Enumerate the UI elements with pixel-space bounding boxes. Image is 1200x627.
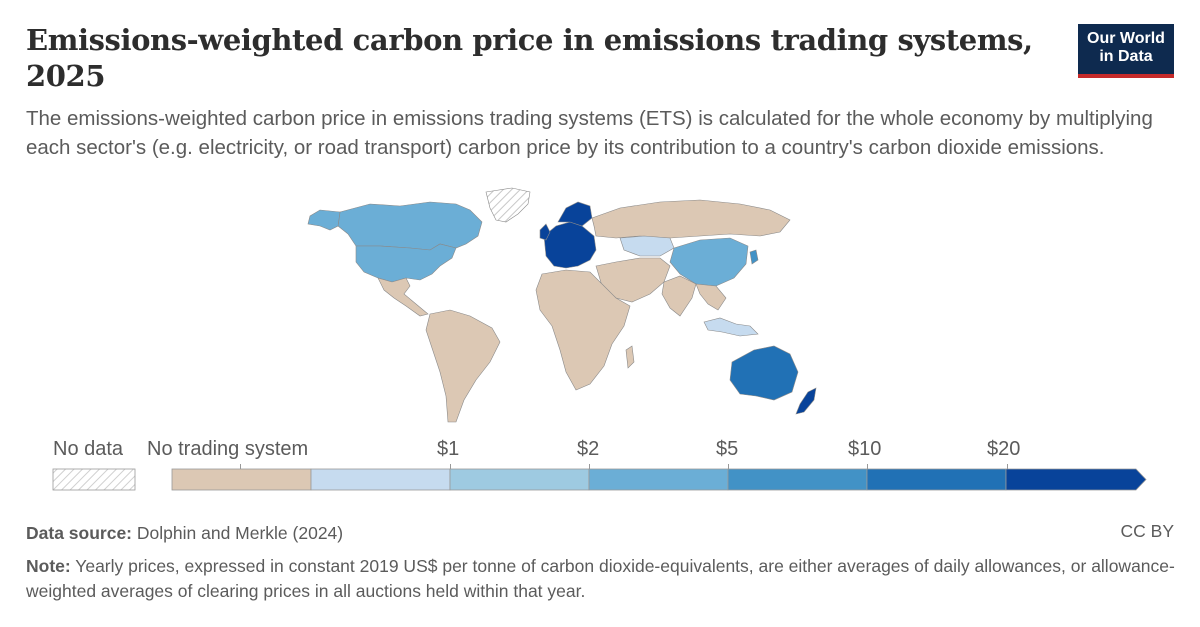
country-china[interactable] [669, 237, 749, 287]
country-india[interactable] [661, 275, 697, 317]
legend-swatch-bin-1 [449, 468, 590, 491]
data-source-line: Data source: Dolphin and Merkle (2024) [26, 521, 1176, 546]
legend-swatch-no-trading [171, 468, 312, 491]
legend-threshold-4: $10 [848, 438, 882, 460]
chart-subtitle: The emissions-weighted carbon price in e… [26, 107, 1153, 159]
country-eu[interactable] [543, 221, 597, 269]
license-label[interactable]: CC BY [1120, 521, 1174, 541]
legend-threshold-3: $5 [716, 438, 739, 460]
country-se-asia[interactable] [695, 283, 727, 311]
world-map-svg [307, 187, 817, 423]
legend-swatch-bin-2 [588, 468, 729, 491]
chart-title: Emissions-weighted carbon price in emiss… [26, 23, 1033, 93]
legend-bar [52, 468, 1147, 491]
country-korea[interactable] [749, 249, 759, 265]
country-scandinavia[interactable] [557, 201, 593, 227]
logo-line-2: in Data [1099, 48, 1153, 65]
source-label: Data source: [26, 523, 133, 543]
country-uk[interactable] [539, 223, 551, 241]
legend-no-trading-label: No trading system [147, 438, 309, 460]
country-kazakhstan[interactable] [619, 235, 675, 257]
owid-logo[interactable]: Our World in Data [1078, 24, 1174, 78]
logo-line-1: Our World [1087, 30, 1165, 47]
country-new-zealand[interactable] [795, 387, 817, 415]
legend-swatch-bin-5 [1005, 468, 1147, 491]
country-south-america[interactable] [425, 309, 501, 423]
legend-swatch-bin-4 [866, 468, 1007, 491]
note-text: Yearly prices, expressed in constant 201… [26, 556, 1175, 601]
country-usa[interactable] [355, 243, 457, 283]
legend-no-data-label: No data [53, 438, 124, 460]
world-map [260, 186, 850, 426]
country-madagascar[interactable] [625, 345, 635, 369]
legend-swatch-bin-0 [310, 468, 451, 491]
source-text[interactable]: Dolphin and Merkle (2024) [136, 523, 344, 543]
legend-swatch-no-data [52, 468, 136, 491]
legend-swatch-bin-3 [727, 468, 868, 491]
country-canada[interactable] [337, 201, 483, 251]
country-mexico[interactable] [377, 277, 429, 317]
legend-threshold-2: $2 [577, 438, 600, 460]
note-block: Note: Yearly prices, expressed in consta… [26, 554, 1176, 604]
note-label: Note: [26, 556, 71, 576]
country-alaska[interactable] [307, 209, 341, 231]
country-africa[interactable] [535, 269, 631, 391]
legend-threshold-1: $1 [437, 438, 460, 460]
country-russia[interactable] [591, 199, 791, 239]
legend-threshold-5: $20 [987, 438, 1021, 460]
country-greenland[interactable] [485, 187, 531, 223]
country-indonesia[interactable] [703, 317, 759, 337]
legend: No data No trading system $1 $2 $5 $10 $… [0, 436, 1200, 496]
country-australia[interactable] [729, 345, 799, 401]
